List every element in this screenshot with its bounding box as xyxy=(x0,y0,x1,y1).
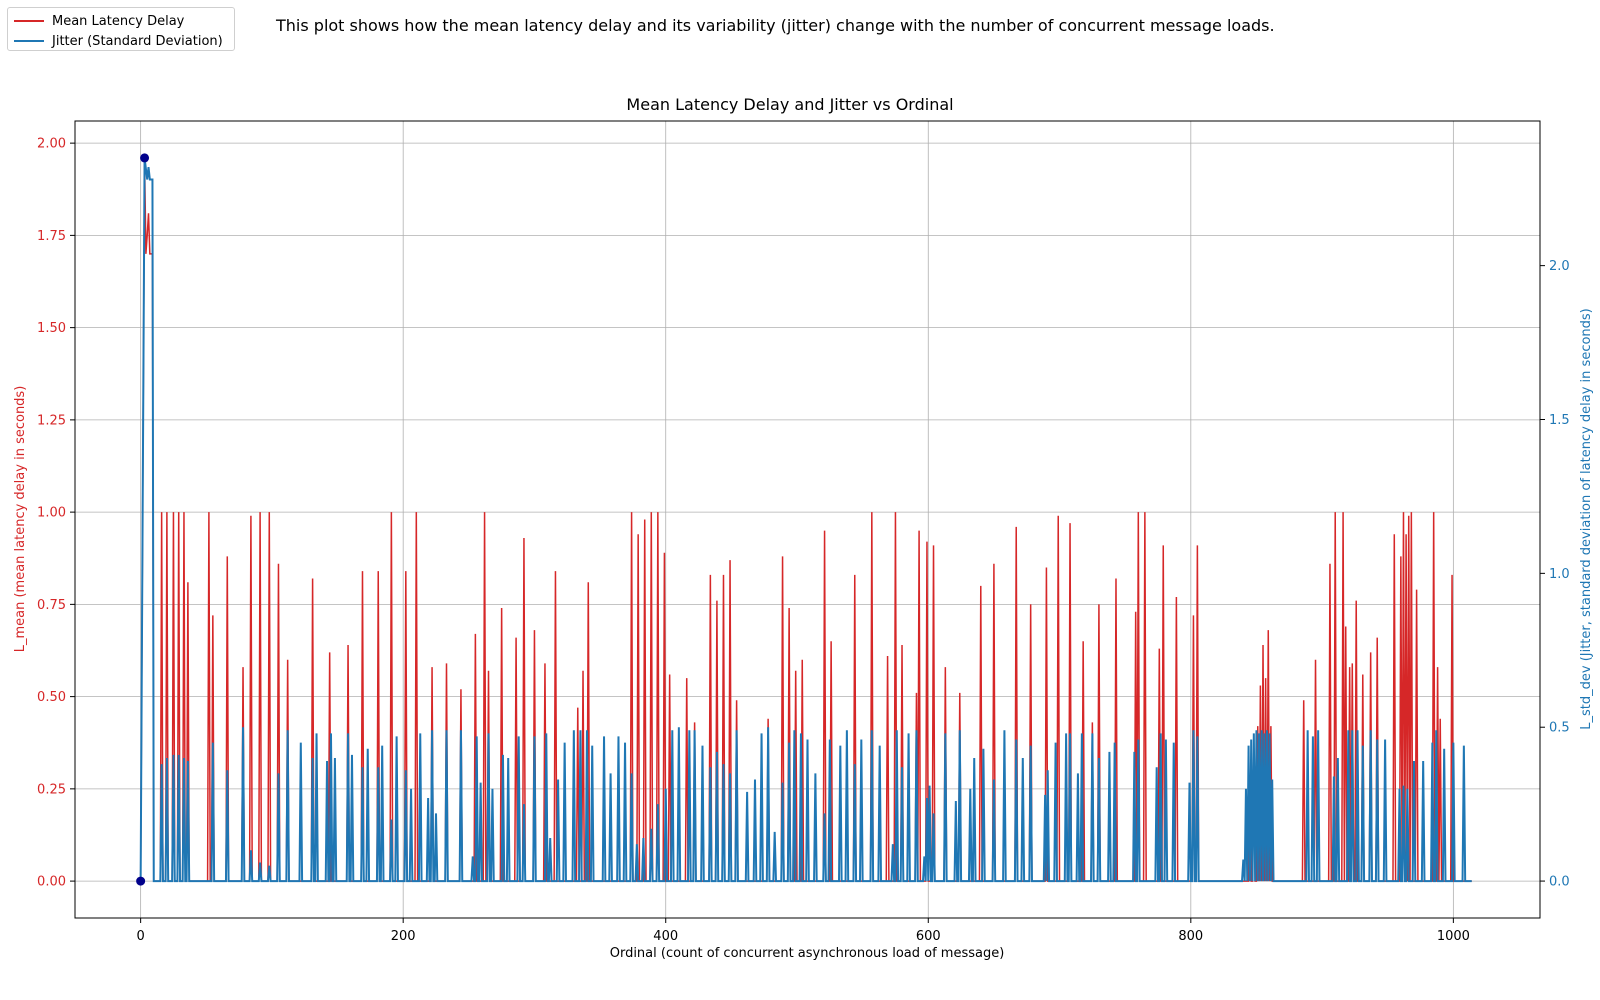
y-left-tick-label: 0.75 xyxy=(37,598,66,613)
data-point-marker xyxy=(136,876,146,886)
y-left-tick-label: 1.75 xyxy=(37,229,66,244)
legend-label-jitter: Jitter (Standard Deviation) xyxy=(52,33,223,49)
legend-item-mean: Mean Latency Delay xyxy=(14,12,184,30)
ticks: 0 200 400 600 800 1000 0.00 0.25 0.50 0.75 1.00 1.2… xyxy=(37,137,1570,944)
y-left-tick-label: 2.00 xyxy=(37,137,66,152)
data-point-marker xyxy=(140,153,150,163)
y-axis-label-left: L_mean (mean latency delay in seconds) xyxy=(13,386,28,653)
legend: Mean Latency Delay Jitter (Standard Devi… xyxy=(7,7,235,51)
series-layer xyxy=(136,153,1472,886)
x-axis-label: Ordinal (count of concurrent asynchronou… xyxy=(610,946,1005,961)
x-tick-label: 600 xyxy=(916,929,941,944)
y-left-tick-label: 1.00 xyxy=(37,506,66,521)
x-tick-label: 200 xyxy=(391,929,416,944)
y-right-tick-label: 2.0 xyxy=(1549,259,1570,274)
legend-swatch-jitter xyxy=(14,40,44,42)
legend-item-jitter: Jitter (Standard Deviation) xyxy=(14,32,223,50)
x-tick-label: 1000 xyxy=(1437,929,1470,944)
x-tick-label: 0 xyxy=(136,929,144,944)
y-left-tick-label: 0.25 xyxy=(37,782,66,797)
y-right-tick-label: 1.0 xyxy=(1549,567,1570,582)
x-tick-label: 800 xyxy=(1178,929,1203,944)
series-line-mean-latency xyxy=(139,157,1472,882)
legend-label-mean: Mean Latency Delay xyxy=(52,13,185,29)
plot-description: This plot shows how the mean latency del… xyxy=(276,16,1275,35)
plot-frame xyxy=(74,120,1541,919)
y-left-tick-label: 0.00 xyxy=(37,875,66,890)
chart-title: Mean Latency Delay and Jitter vs Ordinal xyxy=(626,95,953,114)
y-right-tick-label: 1.5 xyxy=(1549,413,1570,428)
y-right-tick-label: 0.0 xyxy=(1549,875,1570,890)
legend-swatch-mean xyxy=(14,20,44,22)
series-line-jitter xyxy=(139,157,1472,883)
y-left-tick-label: 1.50 xyxy=(37,321,66,336)
y-right-tick-label: 0.5 xyxy=(1549,721,1570,736)
y-left-tick-label: 1.25 xyxy=(37,413,66,428)
y-left-tick-label: 0.50 xyxy=(37,690,66,705)
x-tick-label: 400 xyxy=(653,929,678,944)
y-axis-label-right: L_std_dev (Jitter, standard deviation of… xyxy=(1579,308,1594,730)
